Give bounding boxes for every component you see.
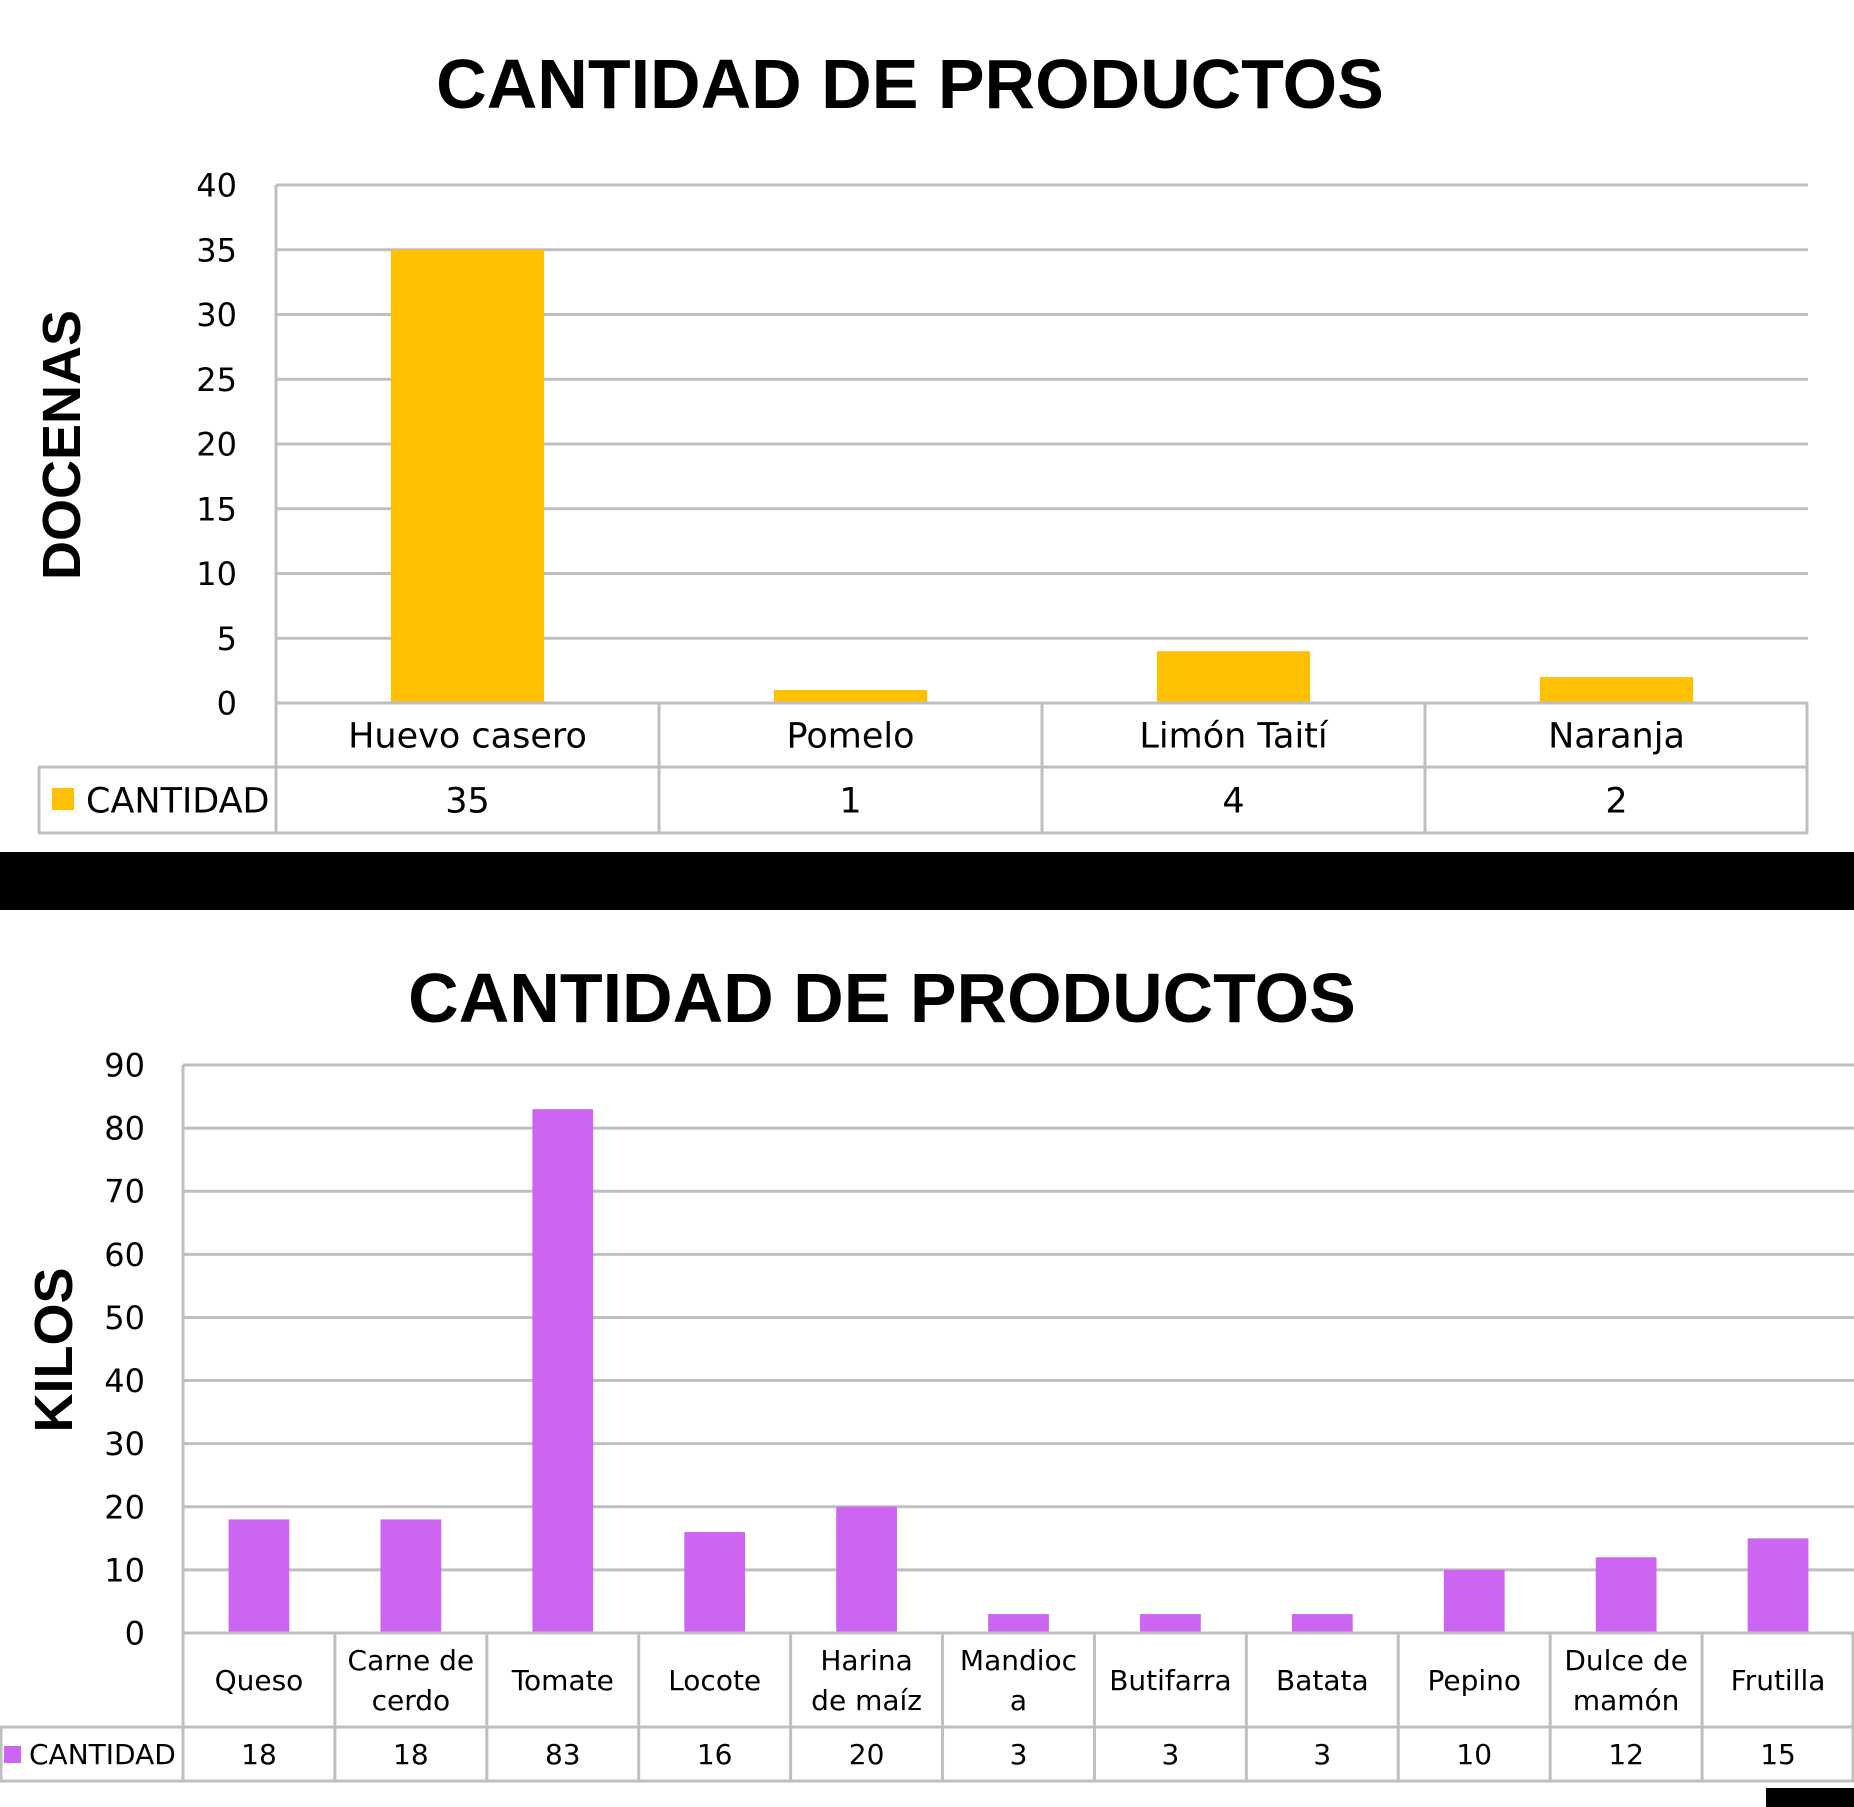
y-tick-label: 25 [196, 361, 237, 399]
y-tick-label: 50 [104, 1299, 145, 1337]
y-tick-label: 20 [196, 426, 237, 464]
chart-title: CANTIDAD DE PRODUCTOS [408, 959, 1356, 1037]
y-tick-label: 35 [196, 231, 237, 269]
category-label: Carne de [348, 1644, 475, 1677]
legend-label: CANTIDAD [29, 1738, 176, 1771]
y-tick-label: 10 [104, 1551, 145, 1589]
data-value-label: 12 [1608, 1738, 1644, 1771]
bar [1539, 677, 1694, 703]
bar [380, 1519, 442, 1633]
y-tick-label: 5 [217, 620, 237, 658]
bar [228, 1519, 290, 1633]
category-label: Naranja [1548, 717, 1685, 757]
y-tick-label: 90 [104, 1047, 145, 1085]
y-tick-label: 0 [125, 1615, 145, 1653]
black-divider-band [0, 852, 1854, 910]
data-value-label: 18 [393, 1738, 429, 1771]
category-label: Butifarra [1109, 1664, 1231, 1697]
y-tick-label: 20 [104, 1488, 145, 1526]
chart-title: CANTIDAD DE PRODUCTOS [436, 45, 1384, 123]
y-tick-label: 30 [196, 296, 237, 334]
bar [988, 1614, 1049, 1633]
category-label: Huevo casero [348, 717, 587, 757]
y-tick-label: 0 [217, 685, 237, 723]
bar [390, 249, 545, 703]
black-corner-block [1766, 1788, 1854, 1807]
data-value-label: 83 [545, 1738, 581, 1771]
y-tick-label: 60 [104, 1236, 145, 1274]
category-label: Dulce de [1564, 1644, 1688, 1677]
data-value-label: 2 [1605, 782, 1627, 822]
y-axis-label: DOCENAS [32, 310, 92, 580]
data-value-label: 1 [839, 782, 861, 822]
category-label: mamón [1573, 1684, 1680, 1717]
bar [1140, 1614, 1201, 1633]
category-label: a [1010, 1684, 1027, 1717]
category-label: Tomate [511, 1664, 614, 1697]
bar [684, 1532, 746, 1633]
y-axis-label: KILOS [24, 1267, 84, 1432]
category-label: de maíz [811, 1684, 922, 1717]
data-value-label: 35 [445, 782, 490, 822]
bar [1443, 1569, 1505, 1633]
y-tick-label: 30 [104, 1425, 145, 1463]
legend-swatch [52, 788, 74, 810]
data-value-label: 18 [241, 1738, 277, 1771]
category-label: Limón Taití [1139, 717, 1329, 757]
data-value-label: 4 [1222, 782, 1244, 822]
bar [1595, 1557, 1657, 1633]
bar [773, 690, 928, 703]
category-label: cerdo [372, 1684, 451, 1717]
data-value-label: 20 [849, 1738, 885, 1771]
category-label: Queso [215, 1664, 304, 1697]
y-tick-label: 40 [104, 1362, 145, 1400]
category-label: Frutilla [1731, 1664, 1826, 1697]
legend-label: CANTIDAD [86, 782, 270, 822]
legend-swatch [4, 1746, 21, 1763]
chart-kilos: CANTIDAD DE PRODUCTOS KILOS 0 10 20 30 40 50 60 7… [0, 959, 1854, 1783]
bar [1156, 651, 1311, 703]
category-label: Mandioc [960, 1644, 1077, 1677]
category-label: Harina [820, 1644, 912, 1677]
y-tick-label: 10 [196, 555, 237, 593]
y-tick-label: 40 [196, 167, 237, 205]
data-value-label: 3 [1161, 1738, 1179, 1771]
data-value-label: 3 [1313, 1738, 1331, 1771]
y-tick-label: 15 [196, 490, 237, 528]
data-value-label: 10 [1456, 1738, 1492, 1771]
category-label: Pomelo [786, 717, 914, 757]
data-value-label: 16 [697, 1738, 733, 1771]
y-tick-label: 80 [104, 1110, 145, 1148]
bar [1291, 1614, 1353, 1633]
data-value-label: 15 [1760, 1738, 1796, 1771]
data-value-label: 3 [1010, 1738, 1028, 1771]
category-label: Pepino [1427, 1664, 1521, 1697]
bar [1747, 1538, 1809, 1633]
y-tick-label: 70 [104, 1173, 145, 1211]
bar [836, 1506, 897, 1633]
bar [532, 1109, 594, 1633]
chart-docenas: CANTIDAD DE PRODUCTOS DOCENAS 0 5 10 15 20 25 30… [32, 45, 1809, 835]
category-label: Locote [668, 1664, 761, 1697]
category-label: Batata [1276, 1664, 1369, 1697]
